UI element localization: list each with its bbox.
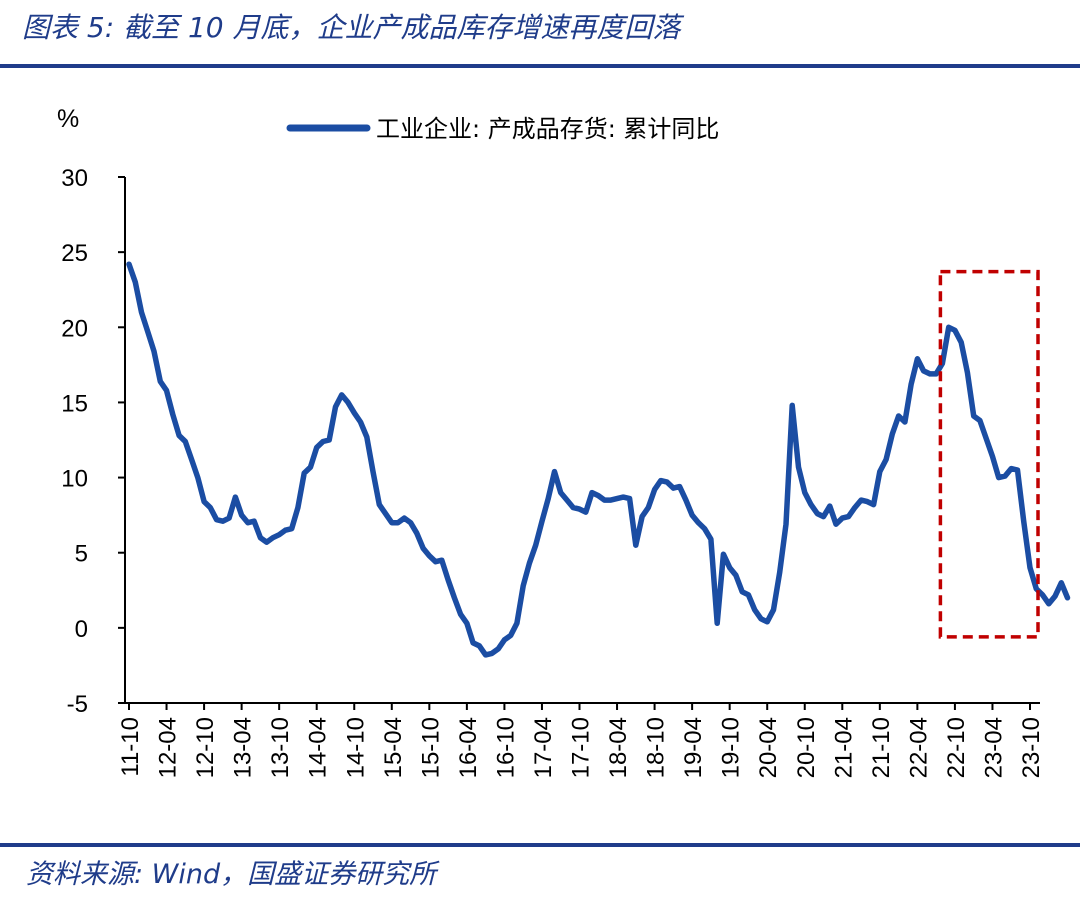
highlight-box xyxy=(938,269,1040,639)
y-tick-label: 10 xyxy=(61,466,88,493)
series-line xyxy=(126,261,1071,658)
source-note: 资料来源: Wind，国盛证券研究所 xyxy=(26,859,437,890)
x-tick-label: 15-10 xyxy=(417,717,444,778)
x-tick-label: 19-10 xyxy=(718,717,745,778)
x-tick-label: 17-10 xyxy=(568,717,595,778)
chart-title: 图表 5: 截至 10 月底，企业产成品库存增速再度回落 xyxy=(22,11,681,44)
x-tick-label: 20-04 xyxy=(755,717,782,778)
chart-area: % 工业企业: 产成品存货: 累计同比 30 25 20 15 10 5 0 -5 11-10… xyxy=(57,105,1071,778)
x-tick-label: 20-10 xyxy=(793,717,820,778)
x-tick-label: 23-04 xyxy=(980,717,1007,778)
y-tick-label: 0 xyxy=(75,616,88,643)
x-tick-label: 23-10 xyxy=(1018,717,1045,778)
x-tick-label: 16-04 xyxy=(455,717,482,778)
x-tick-label: 21-04 xyxy=(830,717,857,778)
x-tick-label: 22-10 xyxy=(943,717,970,778)
x-tick-label: 21-10 xyxy=(868,717,895,778)
x-tick-label: 18-04 xyxy=(605,717,632,778)
y-tick-label: -5 xyxy=(67,691,88,718)
y-tick-label: 5 xyxy=(75,541,88,568)
x-tick-label: 12-10 xyxy=(192,717,219,778)
x-tick-label: 13-10 xyxy=(267,717,294,778)
x-tick-label: 15-04 xyxy=(380,717,407,778)
x-tick-label: 13-04 xyxy=(230,717,257,778)
y-axis-unit-label: % xyxy=(57,105,79,133)
x-tick-label: 12-04 xyxy=(155,717,182,778)
y-tick-label: 15 xyxy=(61,390,88,417)
x-axis-ticks: 11-10 12-04 12-10 13-04 13-10 14-04 14-10 15-04… xyxy=(117,703,1045,778)
title-underline xyxy=(0,64,1080,68)
x-tick-label: 22-04 xyxy=(905,717,932,778)
x-tick-label: 16-10 xyxy=(492,717,519,778)
legend: 工业企业: 产成品存货: 累计同比 xyxy=(286,115,719,143)
footer-rule xyxy=(0,843,1080,847)
legend-label: 工业企业: 产成品存货: 累计同比 xyxy=(376,115,719,143)
x-tick-label: 18-10 xyxy=(643,717,670,778)
y-tick-label: 20 xyxy=(61,315,88,342)
y-tick-label: 25 xyxy=(61,240,88,267)
y-tick-label: 30 xyxy=(61,165,88,192)
x-tick-label: 17-04 xyxy=(530,717,557,778)
x-tick-label: 14-04 xyxy=(305,717,332,778)
x-tick-label: 19-04 xyxy=(680,717,707,778)
x-tick-label: 11-10 xyxy=(117,717,144,777)
x-tick-label: 14-10 xyxy=(342,717,369,778)
y-axis-ticks: 30 25 20 15 10 5 0 -5 xyxy=(61,165,125,718)
